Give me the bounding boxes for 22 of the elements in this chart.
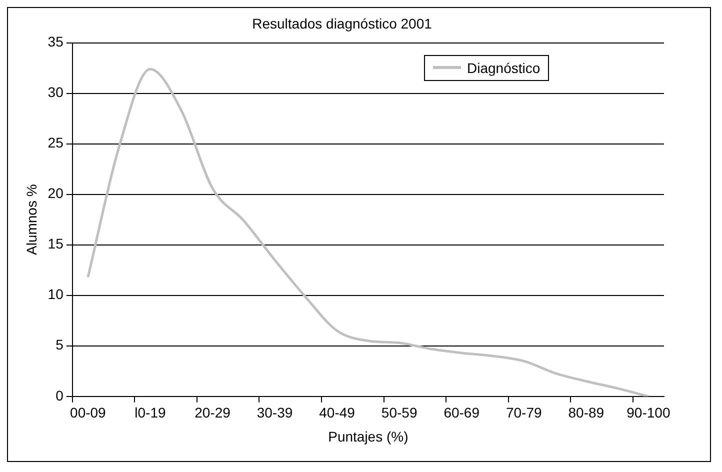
x-tick-label: l0-19 [134,404,166,421]
y-tick-label: 20 [48,185,64,202]
y-tick-label: 25 [48,134,64,151]
y-tick-label: 0 [56,387,64,404]
legend-label: Diagnóstico [467,60,540,76]
x-tick-label: 60-69 [444,404,480,421]
y-axis-title: Alumnos % [23,184,40,256]
x-tick-label: 40-49 [319,404,356,421]
y-tick-label: 35 [48,34,64,50]
x-tick-label: 00-09 [70,404,106,421]
x-axis-title: Puntajes (%) [328,428,408,444]
x-tick-label: 20-29 [194,404,231,421]
x-tick-label: 90-100 [626,404,670,421]
chart-title: Resultados diagnóstico 2001 [252,15,432,32]
y-tick-label: 5 [56,336,64,353]
x-tick-label: 50-59 [381,404,418,421]
y-tick-label: 10 [48,286,64,302]
x-tick-label: 30-39 [256,404,293,421]
x-tick-label: 70-79 [506,404,542,421]
x-tick-label: 80-89 [568,404,604,421]
y-tick-label: 30 [48,84,64,100]
y-tick-label: 15 [48,236,64,252]
